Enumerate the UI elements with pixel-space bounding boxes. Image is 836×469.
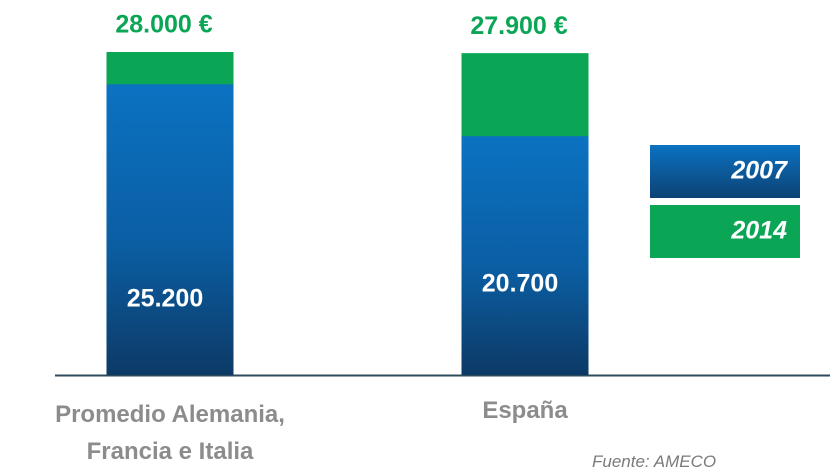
- bar: [461, 136, 589, 375]
- legend-label: 2007: [730, 157, 788, 185]
- legend-swatch: [650, 205, 800, 258]
- x-tick-label: Promedio Alemania, Francia e Italia: [55, 401, 285, 465]
- bar: [106, 84, 234, 376]
- data-label: 27.900 €: [470, 12, 567, 40]
- legend-swatch: [650, 145, 800, 198]
- source-note: Fuente: AMECO: [592, 452, 717, 469]
- data-label: 20.700: [482, 270, 558, 298]
- data-label: 28.000 €: [115, 11, 212, 39]
- data-label: 25.200: [127, 285, 203, 313]
- legend-label: 2014: [730, 217, 787, 245]
- x-tick-label: España: [482, 397, 568, 424]
